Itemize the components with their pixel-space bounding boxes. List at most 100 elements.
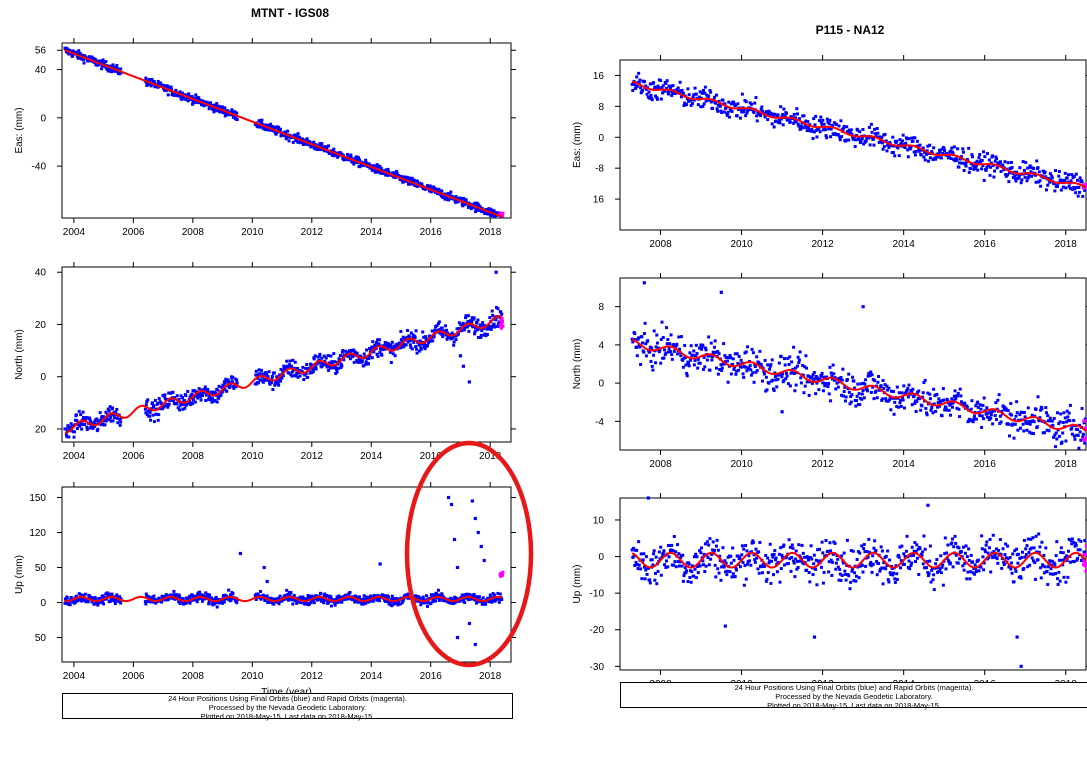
data-point [874,549,878,553]
outlier-point [452,537,457,542]
data-point [438,593,442,597]
data-point [851,549,855,553]
data-point [178,94,182,98]
data-point [782,378,786,382]
outlier-point [449,502,454,507]
y-tick-label: 50 [35,563,47,574]
data-point [90,600,94,604]
data-point [274,597,278,601]
data-point [1055,540,1059,544]
data-point [401,335,405,339]
data-point [393,354,397,358]
data-point [364,601,368,605]
data-point [1027,551,1031,555]
data-point [207,396,211,400]
data-point [856,565,860,569]
data-point [200,392,204,396]
data-point [101,58,105,62]
data-point [936,401,940,405]
data-point [711,106,715,110]
data-point [779,546,783,550]
mtnt-up-rapid-points [498,570,505,578]
data-point [708,368,712,372]
data-point [647,90,651,94]
data-point [429,602,433,606]
data-point [783,357,787,361]
data-point [364,360,368,364]
data-point [996,161,1000,165]
data-point [1053,189,1057,193]
data-point [1043,571,1047,575]
data-point [780,375,784,379]
data-point [852,379,856,383]
data-point [657,550,661,554]
data-point [896,146,900,150]
data-point [1018,556,1022,560]
data-point [960,155,964,159]
data-point [285,596,289,600]
data-point [670,543,674,547]
data-point [220,601,224,605]
data-point [984,168,988,172]
data-point [493,593,497,597]
data-point [720,565,724,569]
data-point [1048,180,1052,184]
data-point [937,404,941,408]
data-point [654,86,658,90]
data-point [1083,188,1087,192]
data-point [434,599,438,603]
data-point [986,411,990,415]
data-point [862,396,866,400]
data-point [1077,185,1081,189]
data-point [113,599,117,603]
data-point [993,414,997,418]
data-point [231,115,235,119]
data-point [424,601,428,605]
data-point [751,371,755,375]
data-point [143,407,147,411]
data-point [767,381,771,385]
x-tick-label: 2008 [182,671,205,682]
data-point [1024,420,1028,424]
data-point [118,417,122,421]
data-point [864,139,868,143]
data-point [333,360,337,364]
data-point [275,379,279,383]
data-point [285,359,289,363]
x-tick-label: 2004 [63,671,86,682]
data-point [948,561,952,565]
data-point [770,553,774,557]
data-point [375,598,379,602]
data-point [1036,166,1040,170]
data-point [149,600,153,604]
data-point [1059,412,1063,416]
data-point [161,407,165,411]
data-point [678,560,682,564]
data-point [985,166,989,170]
data-point [727,355,731,359]
data-point [421,597,425,601]
data-point [775,562,779,566]
data-point [1044,188,1048,192]
data-point [480,329,484,333]
data-point [285,588,289,592]
data-point [937,397,941,401]
data-point [834,122,838,126]
data-point [206,387,210,391]
data-point [758,349,762,353]
mtnt-up-model-line [64,595,503,603]
data-point [167,402,171,406]
y-tick-label: -40 [32,162,47,173]
data-point [948,413,952,417]
data-point [210,396,214,400]
data-point [797,361,801,365]
x-tick-label: 2014 [360,227,383,238]
data-point [851,137,855,141]
data-point [807,374,811,378]
data-point [980,167,984,171]
data-point [934,562,938,566]
data-point [267,378,271,382]
data-point [937,152,941,156]
data-point [1007,422,1011,426]
data-point [225,389,229,393]
